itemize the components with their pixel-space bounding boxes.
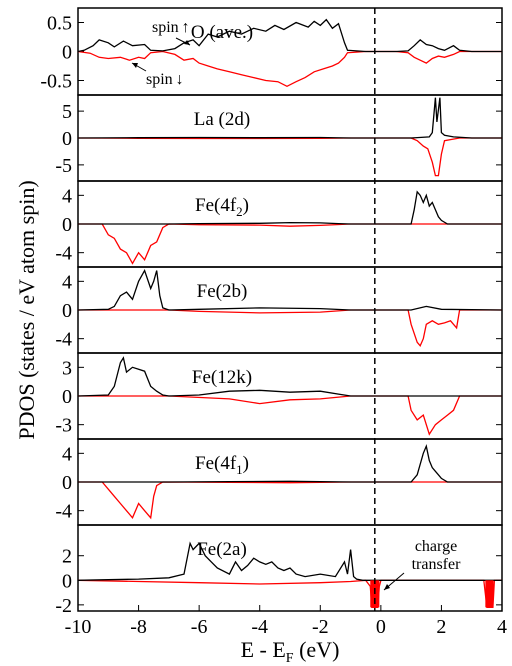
- panel-label-main: La (2d): [194, 109, 250, 130]
- x-tick-label: 0: [376, 616, 386, 638]
- x-tick-label: -4: [251, 616, 268, 638]
- annotations-group: spin ↑ spin ↓ charge transfer: [131, 19, 462, 591]
- x-tick-label: -8: [130, 616, 147, 638]
- spin-up-annotation: spin ↑: [152, 19, 190, 36]
- panel-label-tail: ): [243, 195, 249, 216]
- spin-up-arrow-glyph: ↑: [182, 19, 190, 36]
- panel-label-main: Fe(12k): [192, 367, 252, 388]
- panel-label-main: O (ave.): [191, 22, 253, 43]
- panel-fe12k: 3 0 -3 Fe(12k): [55, 352, 503, 440]
- series-spin-down: [78, 481, 502, 520]
- y-tick-label: 0: [62, 570, 72, 592]
- x-axis: -10 -8 -6 -4 -2 0 2 4: [65, 605, 507, 638]
- panel-label-main: Fe(4f: [195, 195, 237, 216]
- panel-label: Fe(4f1): [195, 453, 249, 477]
- series-spin-up: [77, 356, 502, 397]
- panel-o: 0.5 0 -0.5 O (ave.): [40, 7, 503, 96]
- y-tick-label: 0: [62, 386, 72, 408]
- x-tick-label: -6: [191, 616, 208, 638]
- panel-label: Fe(4f2): [195, 195, 249, 219]
- panel-fe2b: 4 0 -4 Fe(2b): [55, 266, 503, 354]
- y-tick-label: -3: [55, 415, 72, 437]
- y-tick-label: -2: [55, 595, 72, 617]
- x-axis-label-main: E - E: [241, 637, 286, 662]
- y-tick-label: -4: [55, 501, 72, 523]
- panel-label: O (ave.): [191, 22, 253, 43]
- x-axis-label-subscript: F: [286, 651, 294, 666]
- series-spin-up: [77, 541, 502, 581]
- series-spin-up: [77, 18, 502, 53]
- series-spin-up: [78, 444, 502, 483]
- series-spin-down: [78, 223, 502, 265]
- panel-label-tail: ): [243, 453, 249, 474]
- spin-up-text: spin: [152, 19, 179, 36]
- spin-down-pointer-head: [132, 63, 138, 68]
- spin-down-arrow-glyph: ↓: [176, 71, 184, 88]
- x-tick-label: 4: [497, 616, 507, 638]
- series-spin-down: [78, 395, 502, 436]
- series-spin-up: [77, 269, 503, 311]
- series-spin-up: [78, 190, 502, 225]
- x-tick-label: -10: [65, 616, 92, 638]
- y-tick-label: -4: [55, 243, 72, 265]
- spin-up-pointer-head: [184, 40, 190, 45]
- x-tick-label: 2: [436, 616, 446, 638]
- charge-transfer-line1: charge: [415, 538, 457, 555]
- x-axis-label-unit: (eV): [294, 637, 340, 662]
- panel-label: La (2d): [194, 109, 250, 130]
- series-spin-down: [78, 309, 502, 348]
- series-spin-up: [77, 97, 502, 139]
- panel-frame: [77, 7, 503, 96]
- panel-label-main: Fe(2a): [197, 539, 247, 560]
- x-tick-label: -2: [312, 616, 329, 638]
- panel-fe4f2: 4 0 -4 Fe(4f2): [55, 180, 503, 268]
- panel-label-subscript: 1: [236, 462, 243, 477]
- spin-down-text: spin: [146, 71, 173, 88]
- series-spin-down: [77, 50, 502, 88]
- panel-label: Fe(2a): [197, 539, 247, 560]
- panels-group: 0.50-0.5O (ave.)50-5La (2d)40-4Fe(4f2)40…: [40, 7, 503, 617]
- panel-la: 5 0 -5 La (2d): [55, 94, 503, 182]
- spin-down-annotation: spin ↓: [146, 71, 184, 88]
- spin-down-filled-peak: [485, 580, 494, 608]
- y-tick-label: 0: [62, 42, 72, 64]
- panel-frame: [77, 524, 503, 612]
- panel-fe4f1: 4 0 -4 Fe(4f1): [55, 438, 503, 526]
- y-tick-label: 0: [62, 128, 72, 150]
- y-axis-label: PDOS (states / eV atom spin): [14, 180, 39, 439]
- y-tick-label: 5: [62, 101, 72, 123]
- series-spin-down: [77, 137, 502, 177]
- y-tick-label: 3: [62, 357, 72, 379]
- charge-transfer-line2: transfer: [412, 556, 462, 573]
- panel-label-main: Fe(4f: [195, 453, 237, 474]
- y-tick-label: 0.5: [47, 13, 72, 35]
- x-axis-label: E - EF (eV): [241, 637, 340, 666]
- panel-label-subscript: 2: [236, 204, 243, 219]
- panel-label: Fe(2b): [197, 281, 248, 302]
- y-tick-label: -4: [55, 329, 72, 351]
- y-tick-label: 4: [62, 185, 72, 207]
- panel-label-main: Fe(2b): [197, 281, 248, 302]
- panel-label: Fe(12k): [192, 367, 252, 388]
- charge-transfer-pointer-head: [384, 584, 390, 590]
- y-tick-label: 0: [62, 300, 72, 322]
- series-spin-down: [77, 579, 502, 608]
- y-tick-label: 4: [62, 271, 72, 293]
- y-tick-label: 0: [62, 472, 72, 494]
- y-tick-label: 2: [62, 546, 72, 568]
- y-tick-label: 0: [62, 214, 72, 236]
- y-tick-label: -0.5: [40, 71, 72, 93]
- y-tick-label: 4: [62, 443, 72, 465]
- y-tick-label: -5: [55, 155, 72, 177]
